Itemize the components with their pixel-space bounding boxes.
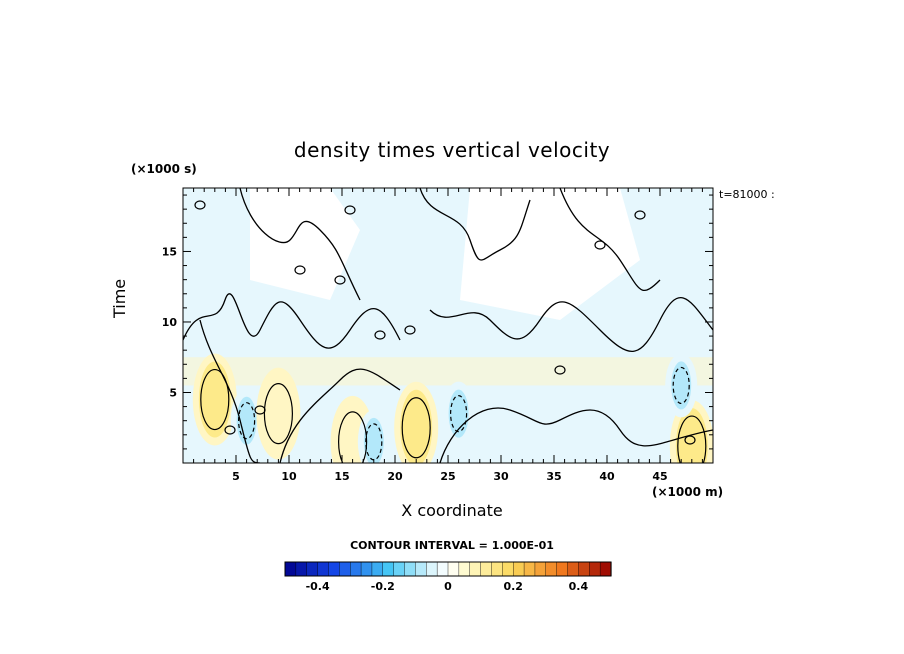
contour-line [672,366,690,405]
colorbar-swatch [328,561,340,577]
time-stamp-label: t=81000 : [719,188,775,201]
colorbar-swatch [513,561,525,577]
colorbar-swatch [393,561,406,577]
contour-loop [294,265,306,275]
contour-loop [254,405,266,415]
contour-loop [224,425,236,435]
colorbar-swatch [284,561,297,577]
contour-line [263,383,293,445]
field-zero-region [460,188,640,320]
colorbar-swatch [350,561,362,577]
contour-loop [594,240,606,250]
contour-line [183,293,401,349]
y-tick-label: 10 [162,316,178,329]
colorbar-swatch [371,561,384,577]
colorbar-swatch [295,561,308,577]
field-layer [183,188,713,463]
colorbar-swatch [436,561,449,577]
y-tick-label: 15 [162,245,177,258]
contour-line [401,397,431,459]
x-unit-label: (×1000 m) [652,485,724,499]
x-tick-label: 40 [599,470,615,483]
colorbar-swatch [306,561,319,577]
contour-line [439,407,713,463]
colorbar-swatch [599,561,612,577]
contour-line [429,297,713,352]
contour-loop [634,210,646,220]
contour-line [450,395,468,433]
contour-line [338,411,368,463]
colorbar-swatch [317,561,330,577]
colorbar-swatch [589,561,601,577]
chart-title: density times vertical velocity [293,138,611,162]
contour-loop [404,325,416,335]
contour-layer [183,188,713,463]
colorbar-swatch [447,561,460,577]
field-feature-negative [448,389,469,438]
contour-line [279,368,401,463]
field-feature-positive [262,375,295,452]
colorbar: -0.4 -0.2 0 0.2 0.4 [284,561,612,593]
y-unit-label: (×1000 s) [131,162,197,176]
colorbar-swatch [469,561,482,577]
x-tick-label: 45 [652,470,667,483]
field-feature-positive [400,389,433,463]
colorbar-tick-label: -0.2 [371,580,395,593]
field-feature-negative [363,417,384,463]
colorbar-tick-label: -0.4 [306,580,330,593]
y-axis-label: Time [110,278,129,318]
colorbar-swatch [339,561,351,577]
field-feature-positive [198,361,231,438]
x-tick-label: 30 [493,470,509,483]
colorbar-swatch [545,561,558,577]
contour-loop [554,365,566,375]
field-feature-negative [236,396,257,445]
colorbar-swatch [567,561,579,577]
contour-line [199,319,261,463]
colorbar-frame [284,561,612,577]
axis-layer: 5 10 15 20 25 30 35 40 45 5 10 15 [162,188,713,483]
contour-loop [374,330,386,340]
colorbar-swatch [523,561,536,577]
x-tick-label: 15 [334,470,349,483]
colorbar-swatch [360,561,373,577]
colorbar-swatch [578,561,590,577]
colorbar-swatch [382,561,395,577]
x-tick-label: 20 [387,470,403,483]
colorbar-swatch [480,561,493,577]
contour-line [239,188,361,301]
colorbar-tick-label: 0.2 [503,580,523,593]
x-axis-label: X coordinate [401,501,503,520]
colorbar-swatch [534,561,547,577]
colorbar-swatch [404,561,416,577]
x-tick-label: 10 [281,470,297,483]
contour-line [238,402,256,440]
field-feature-positive [675,408,708,463]
contour-line [419,188,531,261]
contour-loop [344,205,356,215]
colorbar-swatch [426,561,438,577]
field-zero-region [250,188,360,300]
colorbar-swatch [556,561,569,577]
colorbar-tick-label: 0.4 [569,580,589,593]
contour-line [677,415,707,463]
contour-line [200,368,230,431]
y-tick-label: 5 [169,386,177,399]
field-weak-positive-band [183,357,713,386]
contour-loop [194,200,206,210]
field-feature-negative [671,361,692,410]
contour-loop [334,275,346,285]
x-tick-label: 5 [232,470,240,483]
contour-interval-label: CONTOUR INTERVAL = 1.000E-01 [350,539,554,552]
x-tick-label: 35 [546,470,561,483]
contour-line [559,188,661,292]
colorbar-swatch [415,561,427,577]
contour-loop [684,435,696,445]
colorbar-swatch [458,561,471,577]
colorbar-swatch [502,561,514,577]
colorbar-swatch [491,561,503,577]
colorbar-tick-label: 0 [444,580,452,593]
x-tick-label: 25 [440,470,455,483]
